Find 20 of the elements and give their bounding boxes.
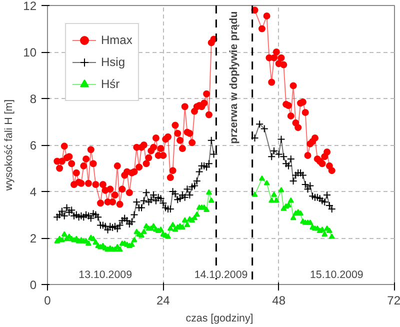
legend-label: Hmax [101,33,132,47]
y-axis-title: wysokość fali H [m] [3,99,16,192]
x-tick-label: 48 [272,294,286,308]
legend-label: Hśr [101,77,121,91]
y-tick-label: 10 [23,46,37,60]
annotation: przerwa w dopływie prądu [228,11,240,144]
legend-label: Hsig [101,55,126,69]
annotation: 14.10.2009 [194,269,248,282]
y-tick-label: 0 [30,278,37,292]
y-tick-label: 4 [30,185,37,199]
y-tick-label: 12 [23,0,37,13]
annotation: 13.10.2009 [78,269,132,282]
x-tick-label: 24 [156,294,170,308]
y-tick-label: 6 [30,138,37,152]
x-tick-label: 72 [387,294,400,308]
annotation: 15.10.2009 [310,269,364,282]
y-tick-label: 8 [30,92,37,106]
y-tick-label: 2 [30,232,37,246]
x-tick-label: 0 [44,294,52,308]
x-axis-title: czas [godziny] [186,312,254,324]
